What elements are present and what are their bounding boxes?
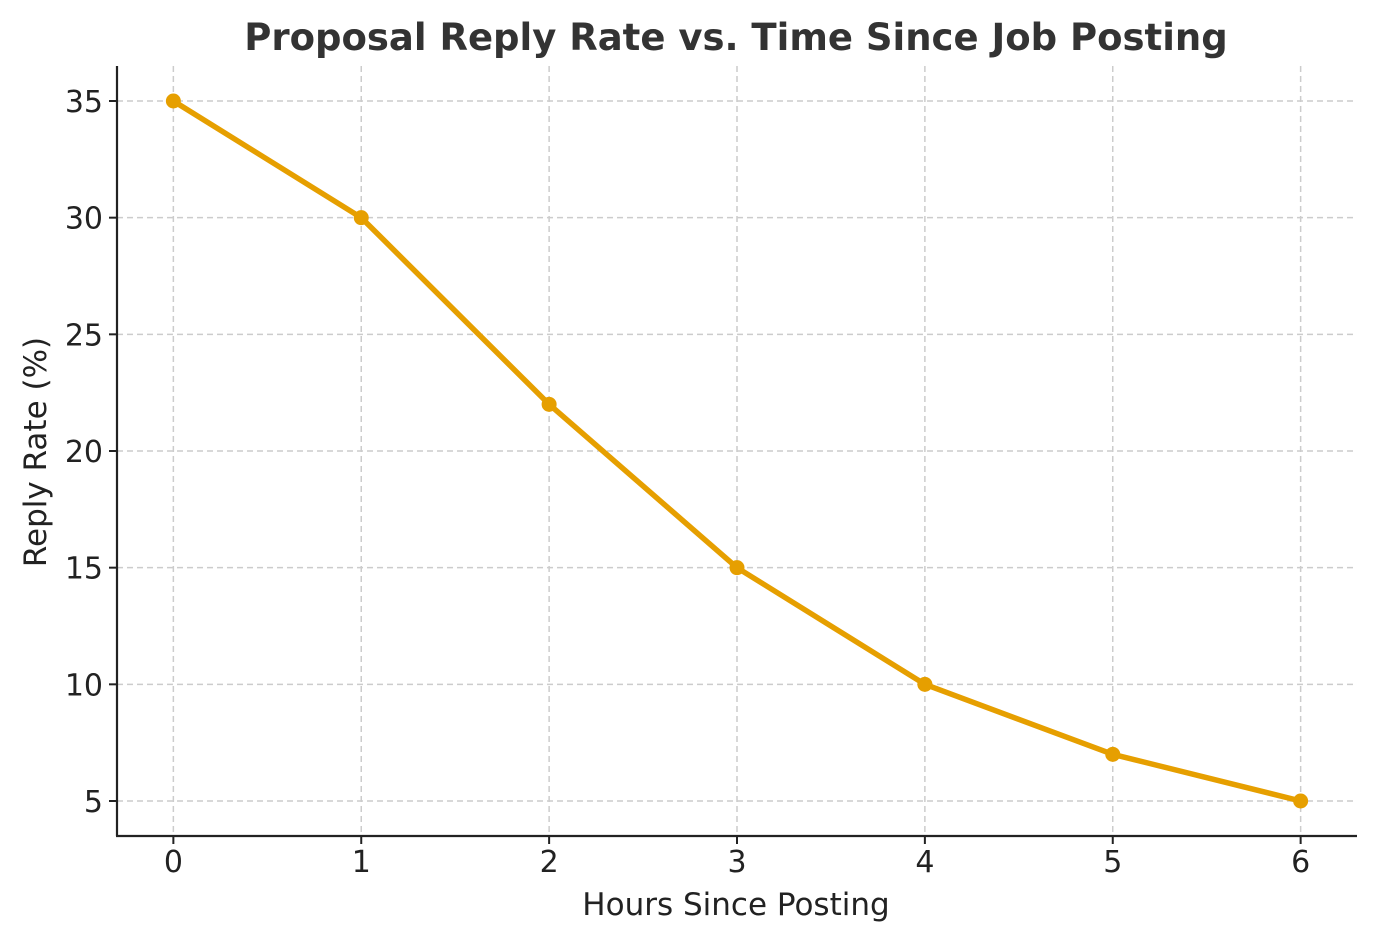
x-tick-label: 1 bbox=[352, 845, 371, 880]
x-tick-label: 3 bbox=[727, 845, 746, 880]
y-tick-label: 15 bbox=[65, 552, 103, 587]
data-point bbox=[917, 676, 933, 692]
x-tick-label: 6 bbox=[1291, 845, 1310, 880]
x-tick-label: 2 bbox=[540, 845, 559, 880]
x-tick-label: 5 bbox=[1103, 845, 1122, 880]
data-point bbox=[1293, 793, 1309, 809]
data-point bbox=[165, 93, 181, 109]
data-point bbox=[729, 560, 745, 576]
y-tick-label: 25 bbox=[65, 318, 103, 353]
y-axis-label: Reply Rate (%) bbox=[18, 337, 54, 567]
x-axis-label: Hours Since Posting bbox=[582, 887, 889, 923]
ticks-layer: 0 1 2 3 4 5 6 5 10 15 20 25 30 35 bbox=[65, 85, 1310, 880]
data-point bbox=[1105, 746, 1121, 762]
series-layer bbox=[165, 93, 1309, 809]
chart-title: Proposal Reply Rate vs. Time Since Job P… bbox=[244, 16, 1228, 59]
data-point bbox=[541, 396, 557, 412]
x-tick-label: 4 bbox=[915, 845, 934, 880]
x-tick-label: 0 bbox=[164, 845, 183, 880]
y-tick-label: 35 bbox=[65, 85, 103, 120]
data-point bbox=[353, 210, 369, 226]
y-tick-label: 10 bbox=[65, 668, 103, 703]
y-tick-label: 5 bbox=[84, 785, 103, 820]
y-tick-label: 20 bbox=[65, 435, 103, 470]
y-tick-label: 30 bbox=[65, 202, 103, 237]
